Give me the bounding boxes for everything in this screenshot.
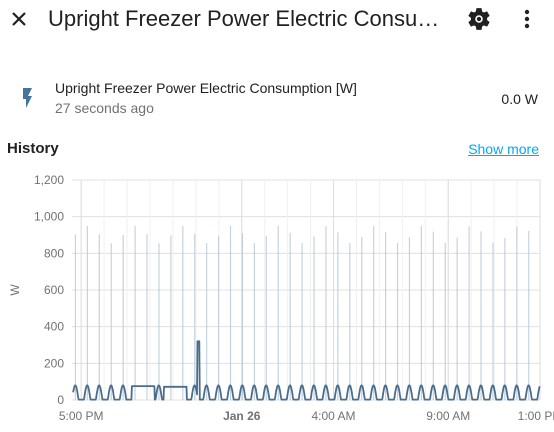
y-tick-label: 0 [57,393,64,407]
y-tick-label: 1,000 [34,210,64,224]
x-axis-ticks: 5:00 PM Jan 26 4:00 AM 9:00 AM 1:00 PM [59,409,554,423]
x-tick-label: 1:00 PM [518,409,554,423]
y-tick-label: 800 [44,246,64,260]
y-tick-label: 400 [44,320,64,334]
history-heading: History [7,140,59,157]
entity-last-changed: 27 seconds ago [55,100,154,116]
entity-value: 0.0 W [501,91,538,107]
y-tick-label: 600 [44,283,64,297]
history-chart: 0 200 400 600 800 1,000 1,200 5:00 PM Jan 26 4:0… [8,173,554,423]
x-tick-label: 4:00 AM [312,409,356,423]
series-max-envelope [74,225,530,400]
dialog-header: Upright Freezer Power Electric Consumpti… [0,0,554,38]
y-tick-label: 200 [44,356,64,370]
show-more-link[interactable]: Show more [468,141,539,157]
close-button[interactable] [6,6,32,32]
chart-grid [72,179,541,401]
flash-icon [23,88,32,108]
y-axis-label: W [8,284,22,296]
gear-icon [468,8,490,30]
entity-state-row: Upright Freezer Power Electric Consumpti… [0,76,554,120]
x-tick-label: 9:00 AM [426,409,470,423]
settings-button[interactable] [466,6,492,32]
more-options-button[interactable] [514,6,540,32]
x-tick-label: 5:00 PM [59,409,104,423]
more-vertical-icon [524,9,530,29]
x-tick-label: Jan 26 [223,409,261,423]
y-axis-ticks: 0 200 400 600 800 1,000 1,200 [34,173,64,407]
close-icon [12,12,26,26]
dialog-title: Upright Freezer Power Electric Consumpti… [48,6,448,31]
y-tick-label: 1,200 [34,173,64,187]
series-line [72,340,541,401]
entity-name: Upright Freezer Power Electric Consumpti… [55,80,357,96]
